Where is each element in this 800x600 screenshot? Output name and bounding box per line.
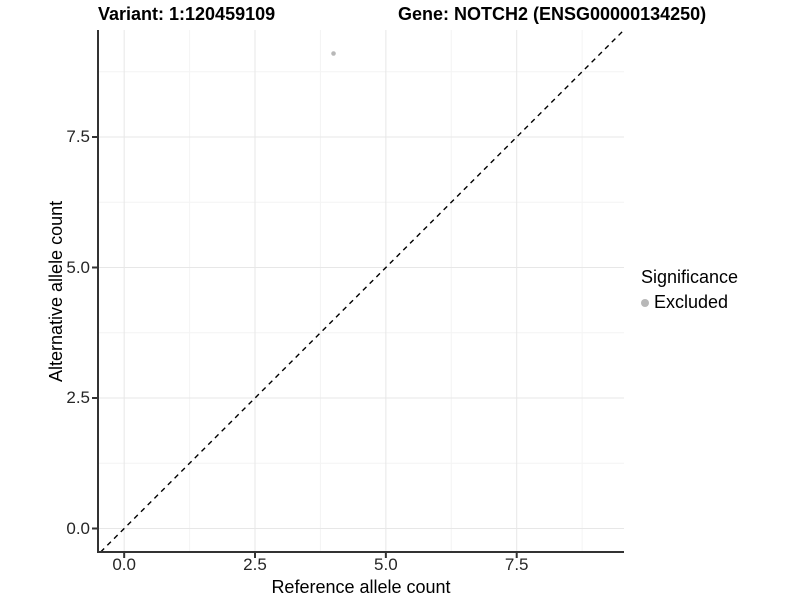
y-axis-title: Alternative allele count xyxy=(46,200,66,382)
x-axis-title: Reference allele count xyxy=(271,577,451,597)
x-tick-label: 2.5 xyxy=(243,555,267,574)
legend-item-label: Excluded xyxy=(654,292,729,312)
legend-title: Significance xyxy=(641,267,739,287)
legend-point-icon xyxy=(641,298,649,307)
y-tick-label: 5.0 xyxy=(66,257,90,277)
plot-title-gene: Gene: NOTCH2 (ENSG00000134250) xyxy=(398,4,707,24)
y-tick-label: 0.0 xyxy=(66,518,90,538)
legend: Significance Excluded xyxy=(641,267,738,313)
y-tick-label: 2.5 xyxy=(66,388,90,407)
legend-item-excluded: Excluded xyxy=(641,292,738,313)
x-tick-label: 5.0 xyxy=(374,555,398,574)
y-tick-label: 7.5 xyxy=(66,127,90,146)
x-tick-label: 7.5 xyxy=(504,555,529,574)
plot-title-variant: Variant: 1:120459109 xyxy=(98,4,276,24)
data-point xyxy=(331,51,336,56)
identity-reference-line xyxy=(100,29,625,553)
x-tick-label: 0.0 xyxy=(112,555,136,574)
